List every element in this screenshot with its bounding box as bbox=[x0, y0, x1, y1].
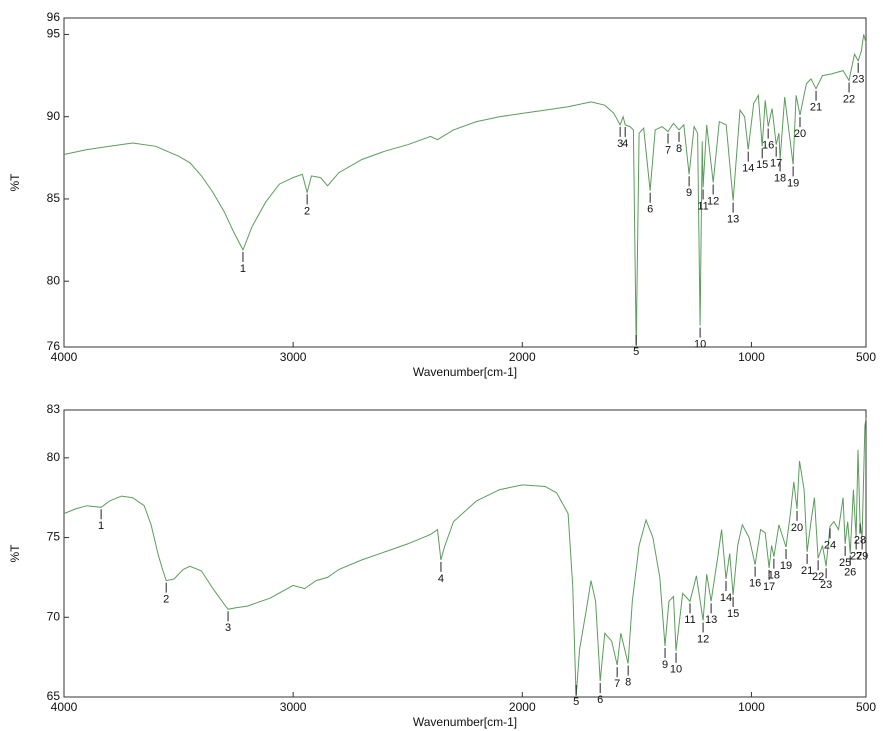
plot-frame bbox=[63, 409, 867, 698]
spectrum-line bbox=[63, 34, 867, 348]
y-tick-label: 95 bbox=[47, 27, 61, 41]
peak-label: 8 bbox=[625, 676, 631, 688]
peak-label: 12 bbox=[707, 195, 719, 207]
x-axis-label: Wavenumber[cm-1] bbox=[413, 715, 517, 729]
peak-label: 1 bbox=[240, 263, 246, 275]
x-tick-label: 4000 bbox=[51, 350, 78, 364]
peak-label: 4 bbox=[622, 138, 628, 150]
x-tick-label: 1000 bbox=[738, 700, 765, 714]
peak-label: 22 bbox=[812, 571, 824, 583]
peak-label: 20 bbox=[791, 522, 803, 534]
x-tick-label: 4000 bbox=[51, 700, 78, 714]
peak-label: 23 bbox=[820, 579, 832, 591]
peak-label: 7 bbox=[614, 678, 620, 690]
y-tick-label: 76 bbox=[47, 339, 61, 353]
peak-label: 17 bbox=[770, 158, 782, 170]
x-tick-label: 2000 bbox=[509, 700, 536, 714]
peak-label: 2 bbox=[163, 594, 169, 606]
y-axis-label: %T bbox=[8, 544, 22, 563]
peak-label: 26 bbox=[844, 566, 856, 578]
y-tick-label: 75 bbox=[47, 530, 61, 544]
y-tick-label: 96 bbox=[47, 10, 61, 24]
y-tick-label: 83 bbox=[47, 402, 61, 416]
peak-label: 21 bbox=[801, 565, 813, 577]
peak-label: 25 bbox=[839, 557, 851, 569]
peak-label: 3 bbox=[617, 138, 623, 150]
peak-label: 29 bbox=[856, 550, 868, 562]
peak-label: 3 bbox=[225, 622, 231, 634]
peak-label: 16 bbox=[749, 578, 761, 590]
y-tick-label: 70 bbox=[47, 609, 61, 623]
peak-label: 16 bbox=[762, 139, 774, 151]
x-tick-label: 3000 bbox=[280, 700, 307, 714]
peak-label: 4 bbox=[438, 573, 444, 585]
peak-label: 22 bbox=[843, 93, 855, 105]
spectrum-line bbox=[63, 417, 867, 698]
peak-label: 7 bbox=[665, 144, 671, 156]
x-tick-label: 2000 bbox=[509, 350, 536, 364]
peak-label: 18 bbox=[768, 570, 780, 582]
peak-label: 19 bbox=[780, 560, 792, 572]
y-tick-label: 65 bbox=[47, 689, 61, 703]
x-tick-label: 1000 bbox=[738, 350, 765, 364]
peak-label: 11 bbox=[684, 614, 695, 626]
peak-label: 1 bbox=[98, 520, 104, 532]
peak-label: 13 bbox=[727, 214, 739, 226]
peak-label: 17 bbox=[763, 581, 775, 593]
y-tick-label: 85 bbox=[47, 191, 61, 205]
peak-label: 27 bbox=[850, 550, 862, 562]
y-tick-label: 80 bbox=[47, 450, 61, 464]
peak-label: 21 bbox=[810, 102, 822, 114]
x-tick-label: 500 bbox=[856, 700, 876, 714]
peak-label: 28 bbox=[854, 535, 866, 547]
peak-label: 8 bbox=[676, 143, 682, 155]
peak-label: 14 bbox=[720, 592, 732, 604]
x-tick-label: 3000 bbox=[280, 350, 307, 364]
peak-label: 5 bbox=[633, 346, 639, 358]
peak-label: 2 bbox=[304, 205, 310, 217]
peak-label: 6 bbox=[647, 204, 653, 216]
peak-label: 24 bbox=[824, 539, 836, 551]
peak-label: 9 bbox=[686, 187, 692, 199]
x-tick-label: 500 bbox=[856, 350, 876, 364]
y-axis-label: %T bbox=[8, 173, 22, 192]
peak-label: 9 bbox=[662, 659, 668, 671]
peak-label: 15 bbox=[756, 159, 768, 171]
peak-label: 14 bbox=[742, 163, 754, 175]
peak-label: 10 bbox=[670, 664, 682, 676]
peak-label: 13 bbox=[705, 614, 717, 626]
peak-label: 19 bbox=[787, 177, 799, 189]
peak-label: 20 bbox=[794, 128, 806, 140]
peak-label: 6 bbox=[597, 694, 603, 706]
y-tick-label: 80 bbox=[47, 273, 61, 287]
peak-label: 11 bbox=[697, 200, 708, 212]
peak-label: 23 bbox=[852, 74, 864, 86]
peak-label: 12 bbox=[697, 633, 709, 645]
peak-label: 15 bbox=[727, 608, 739, 620]
peak-label: 5 bbox=[573, 696, 579, 708]
y-tick-label: 90 bbox=[47, 109, 61, 123]
plot-frame bbox=[63, 17, 867, 348]
x-axis-label: Wavenumber[cm-1] bbox=[413, 365, 517, 379]
peak-label: 10 bbox=[694, 339, 706, 351]
peak-label: 18 bbox=[774, 172, 786, 184]
